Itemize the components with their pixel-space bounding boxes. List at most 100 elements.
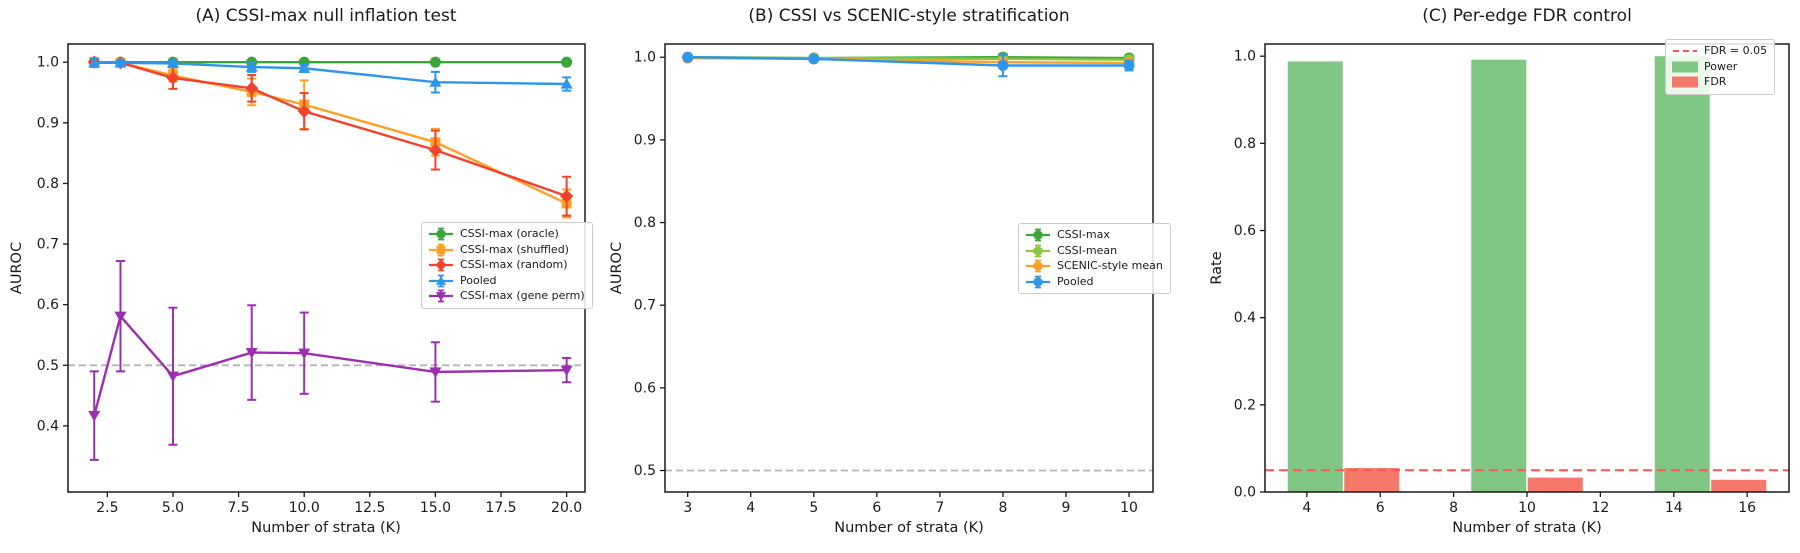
data-point [166, 57, 179, 68]
data-point [245, 61, 258, 72]
y-tick-label: 0.9 [634, 132, 656, 148]
x-tick-label: 4 [1302, 500, 1311, 516]
y-tick-label: 1.0 [1234, 49, 1256, 65]
bar [1654, 56, 1710, 493]
data-point [808, 53, 820, 65]
legend-item: SCENIC-style mean [1025, 259, 1163, 274]
x-tick-label: 15.0 [420, 500, 451, 516]
data-point [245, 347, 258, 359]
y-tick-label: 0.6 [37, 297, 59, 313]
legend-errorbar-icon [429, 243, 453, 257]
panel-b-yaxis-label: AUROC [609, 241, 625, 295]
data-point [166, 71, 180, 85]
y-tick-label: 0.5 [634, 463, 656, 479]
panel-c-yaxis-label: Rate [1209, 251, 1225, 285]
axis-tick-labels: 2.5 5.0 7.5 10.0 12.5 15.0 17.5 20.0 0.4 0.5 0.6 0.… [37, 55, 582, 516]
legend-errorbar-icon [1026, 228, 1050, 242]
legend-item: Pooled [428, 274, 585, 289]
bar [1471, 59, 1527, 492]
legend-errorbar-icon [1026, 244, 1050, 258]
x-tick-label: 5.0 [162, 500, 184, 516]
legend-item: Power [1672, 60, 1767, 75]
data-point [114, 311, 127, 323]
legend-label: CSSI-max (random) [460, 258, 568, 272]
series-line [93, 314, 568, 417]
legend-item: FDR = 0.05 [1672, 44, 1767, 59]
bar [1287, 61, 1343, 492]
data-point [298, 348, 311, 360]
legend-label: CSSI-max (oracle) [460, 227, 559, 241]
data-point [560, 365, 573, 377]
x-tick-label: 7.5 [227, 500, 249, 516]
x-tick-label: 10 [1120, 500, 1138, 516]
data-point [561, 56, 573, 68]
x-tick-label: 6 [872, 500, 881, 516]
x-tick-label: 3 [683, 500, 692, 516]
panel-c-xaxis-label: Number of strata (K) [1452, 520, 1602, 536]
data-point [682, 51, 694, 63]
x-tick-label: 10 [1518, 500, 1536, 516]
panel-c-legend: FDR = 0.05 Power FDR [1665, 39, 1776, 95]
panel-c-title: (C) Per-edge FDR control [1422, 6, 1632, 26]
bar [1711, 479, 1767, 492]
legend-item: CSSI-max [1025, 228, 1163, 243]
panel-a-plot: 2.5 5.0 7.5 10.0 12.5 15.0 17.5 20.0 0.4 0.5 0.6 0.… [37, 43, 586, 516]
x-tick-label: 20.0 [551, 500, 582, 516]
legend-label: FDR [1704, 75, 1727, 89]
x-tick-label: 4 [746, 500, 755, 516]
panel-a-legend: CSSI-max (oracle) CSSI-max (shuffled) CSSI… [421, 222, 593, 309]
y-tick-label: 0.6 [1234, 223, 1256, 239]
legend-dashed-line-icon [1673, 50, 1697, 53]
panel-a-yaxis-label: AUROC [9, 241, 25, 295]
axis-ticks [63, 61, 568, 497]
legend-label: Pooled [1057, 274, 1094, 288]
x-tick-label: 5 [809, 500, 818, 516]
y-tick-label: 0.6 [634, 380, 656, 396]
bar-series-fdr [1344, 468, 1767, 492]
x-tick-label: 16 [1738, 500, 1756, 516]
panel-b-title: (B) CSSI vs SCENIC-style stratification [748, 6, 1070, 26]
panel-b-legend: CSSI-max CSSI-mean SCENIC-style mean Pooled [1018, 223, 1171, 294]
y-tick-label: 0.4 [37, 418, 59, 434]
axis-tick-labels: 3 4 5 6 7 8 9 10 0.5 0.6 0.7 0.8 0.9 1.0 [634, 50, 1138, 516]
legend-errorbar-icon [1026, 259, 1050, 273]
legend-item: CSSI-max (random) [428, 258, 585, 273]
axis-tick-labels: 4 6 8 10 12 14 16 0.0 0.2 0.4 0.6 0.8 1.0 [1234, 49, 1756, 516]
panel-c-plot: 4 6 8 10 12 14 16 0.0 0.2 0.4 0.6 0.8 1.0 [1234, 43, 1790, 516]
bar [1344, 468, 1400, 492]
data-point [997, 59, 1009, 71]
series-cssi-max-shuffled- [89, 57, 572, 219]
legend-item: CSSI-mean [1025, 244, 1163, 259]
x-tick-label: 2.5 [96, 500, 118, 516]
legend-item: CSSI-max (oracle) [428, 227, 585, 242]
x-tick-label: 7 [935, 500, 944, 516]
axis-ticks [1260, 55, 1748, 497]
legend-label: CSSI-mean [1057, 243, 1118, 257]
data-point [114, 56, 127, 68]
y-tick-label: 0.9 [37, 115, 59, 131]
panel-a-xaxis-label: Number of strata (K) [251, 520, 401, 536]
panel-b-plot: 3 4 5 6 7 8 9 10 0.5 0.6 0.7 0.8 0.9 1.0 [634, 43, 1154, 516]
x-tick-label: 8 [998, 500, 1007, 516]
y-tick-label: 0.8 [37, 176, 59, 192]
x-tick-label: 12.5 [354, 500, 385, 516]
y-tick-label: 0.4 [1234, 310, 1256, 326]
legend-item: CSSI-max (gene perm) [428, 289, 585, 304]
series-cssi-max-gene-perm- [88, 260, 573, 461]
bar [1527, 477, 1583, 492]
x-tick-label: 9 [1062, 500, 1071, 516]
legend-errorbar-icon [429, 227, 453, 241]
legend-label: Pooled [460, 273, 497, 287]
legend-label: CSSI-max (shuffled) [460, 242, 569, 256]
axis-ticks [660, 56, 1130, 497]
legend-label: SCENIC-style mean [1057, 259, 1163, 273]
data-point [560, 189, 574, 203]
bar-series-power [1287, 56, 1710, 493]
legend-label: FDR = 0.05 [1704, 44, 1768, 58]
y-tick-label: 1.0 [634, 50, 656, 66]
y-tick-label: 0.5 [37, 358, 59, 374]
series-line [686, 56, 1131, 67]
x-tick-label: 6 [1376, 500, 1385, 516]
data-point [429, 56, 441, 68]
legend-errorbar-icon [1026, 275, 1050, 289]
